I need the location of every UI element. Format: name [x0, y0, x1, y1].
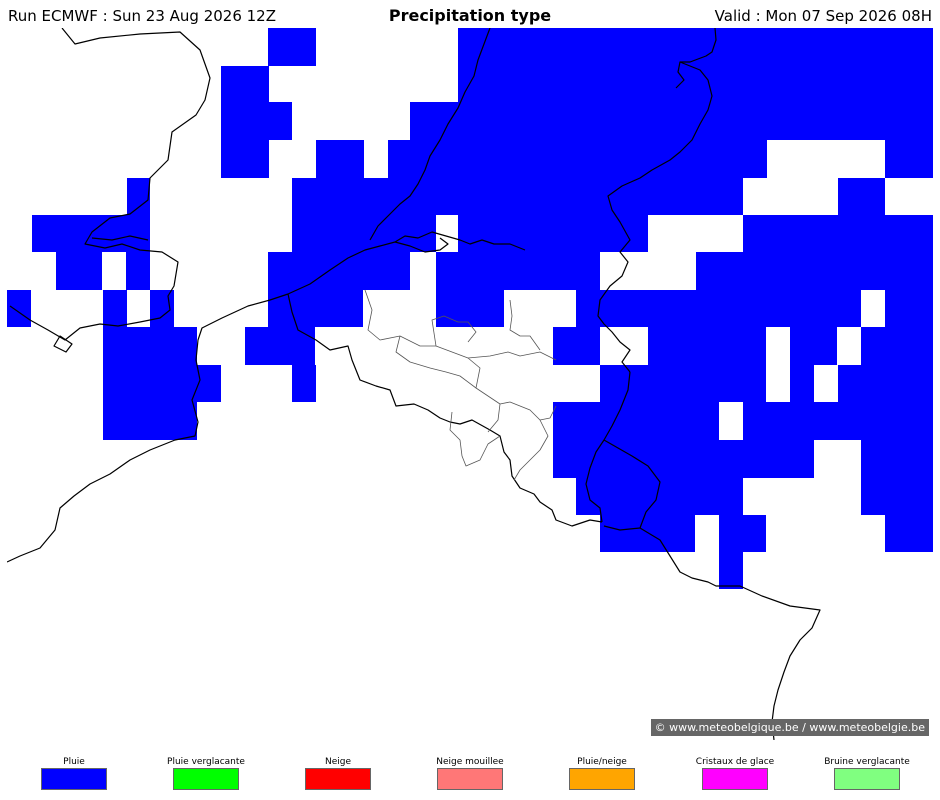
rain-cell — [292, 365, 316, 402]
fr-de-border — [639, 527, 821, 740]
rain-cell — [103, 290, 127, 327]
province-border-2 — [431, 315, 477, 347]
legend-label: Neige mouillee — [436, 757, 504, 767]
legend-swatch — [702, 768, 768, 790]
isle-coast — [53, 335, 73, 353]
rain-cell — [885, 290, 933, 327]
rain-cell — [436, 290, 504, 327]
rain-cell — [458, 215, 648, 252]
rain-cell — [861, 327, 933, 365]
province-border-4 — [395, 335, 477, 389]
rain-cell — [292, 178, 743, 215]
rain-cell — [127, 178, 150, 215]
province-border-1 — [364, 289, 557, 361]
rain-cell — [103, 402, 197, 440]
rain-cell — [292, 215, 436, 252]
legend-item: Pluie verglacante — [161, 756, 251, 790]
rain-cell — [7, 290, 31, 327]
rain-cell — [600, 515, 695, 552]
valid-label: Valid : Mon 07 Sep 2026 08H — [714, 7, 932, 25]
legend-item: Pluie — [29, 756, 119, 790]
precipitation-cells — [7, 28, 933, 589]
rain-cell — [436, 252, 600, 290]
dutch-coast — [369, 28, 491, 241]
rain-cell — [553, 327, 600, 365]
rain-cell — [268, 28, 316, 66]
coastlines — [7, 28, 821, 740]
province-border-7 — [509, 299, 541, 351]
legend-swatch — [569, 768, 635, 790]
rain-cell — [410, 102, 458, 140]
legend-item: Neige — [293, 756, 383, 790]
legend-swatch — [173, 768, 239, 790]
rain-cell — [388, 140, 767, 178]
legend-item: Neige mouillee — [425, 756, 515, 790]
england-coast — [9, 28, 211, 341]
rain-cell — [861, 478, 933, 515]
legend-item: Pluie/neige — [557, 756, 647, 790]
rain-cell — [458, 28, 933, 140]
rain-cell — [553, 440, 814, 478]
legend: Pluie Pluie verglacante Neige Neige mouille… — [0, 756, 940, 796]
legend-label: Cristaux de glace — [695, 757, 775, 767]
rain-cell — [316, 140, 364, 178]
rain-cell — [103, 327, 197, 365]
rain-cell — [56, 252, 102, 290]
rain-cell — [553, 402, 719, 440]
rain-cell — [861, 440, 933, 478]
rain-cell — [245, 327, 315, 365]
legend-swatch — [305, 768, 371, 790]
rain-cell — [268, 252, 410, 290]
rain-cell — [885, 515, 933, 552]
rain-cell — [790, 365, 814, 402]
rain-cell — [719, 515, 766, 552]
rain-cell — [648, 327, 766, 365]
rain-cell — [696, 252, 933, 290]
rain-cell — [150, 290, 174, 327]
rain-cell — [126, 252, 150, 290]
legend-item: Cristaux de glace — [690, 756, 780, 790]
rain-cell — [268, 290, 363, 327]
thames-estuary — [91, 235, 149, 241]
map-frame: © www.meteobelgique.be / www.meteobelgie… — [7, 28, 933, 740]
province-border-5 — [449, 411, 501, 467]
france-coast — [7, 293, 289, 563]
rain-cell — [790, 327, 837, 365]
zeeland — [394, 231, 526, 251]
legend-swatch — [834, 768, 900, 790]
province-borders — [364, 289, 557, 481]
nl-de-border — [597, 61, 713, 373]
rain-cell — [576, 290, 861, 327]
rain-cell — [743, 402, 933, 440]
rain-cell — [719, 552, 743, 589]
legend-label: Pluie verglacante — [167, 757, 245, 767]
rain-cell — [268, 102, 292, 140]
legend-label: Neige — [324, 757, 352, 767]
be-de-border — [585, 371, 631, 523]
rain-cell — [743, 215, 933, 252]
precipitation-map — [7, 28, 933, 740]
province-border-6 — [487, 403, 501, 433]
rain-cell — [103, 365, 221, 402]
legend-label: Pluie — [63, 757, 85, 767]
lux-border — [603, 439, 661, 531]
rain-cell — [838, 178, 885, 215]
rain-cell — [838, 365, 933, 402]
benelux-coast — [287, 237, 449, 295]
province-border-3 — [467, 357, 557, 421]
rain-cell — [221, 66, 269, 178]
map-title: Precipitation type — [388, 6, 552, 25]
northern-border — [675, 28, 717, 89]
legend-label: Pluie/neige — [577, 757, 627, 767]
run-label: Run ECMWF : Sun 23 Aug 2026 12Z — [8, 7, 276, 25]
legend-item: Bruine verglacante — [822, 756, 912, 790]
fr-be-border — [287, 293, 603, 527]
legend-label: Bruine verglacante — [824, 757, 910, 767]
rain-cell — [885, 140, 933, 178]
province-border-8 — [513, 419, 549, 481]
copyright-notice: © www.meteobelgique.be / www.meteobelgie… — [650, 719, 929, 736]
legend-swatch — [41, 768, 107, 790]
legend-swatch — [437, 768, 503, 790]
rain-cell — [600, 365, 766, 402]
